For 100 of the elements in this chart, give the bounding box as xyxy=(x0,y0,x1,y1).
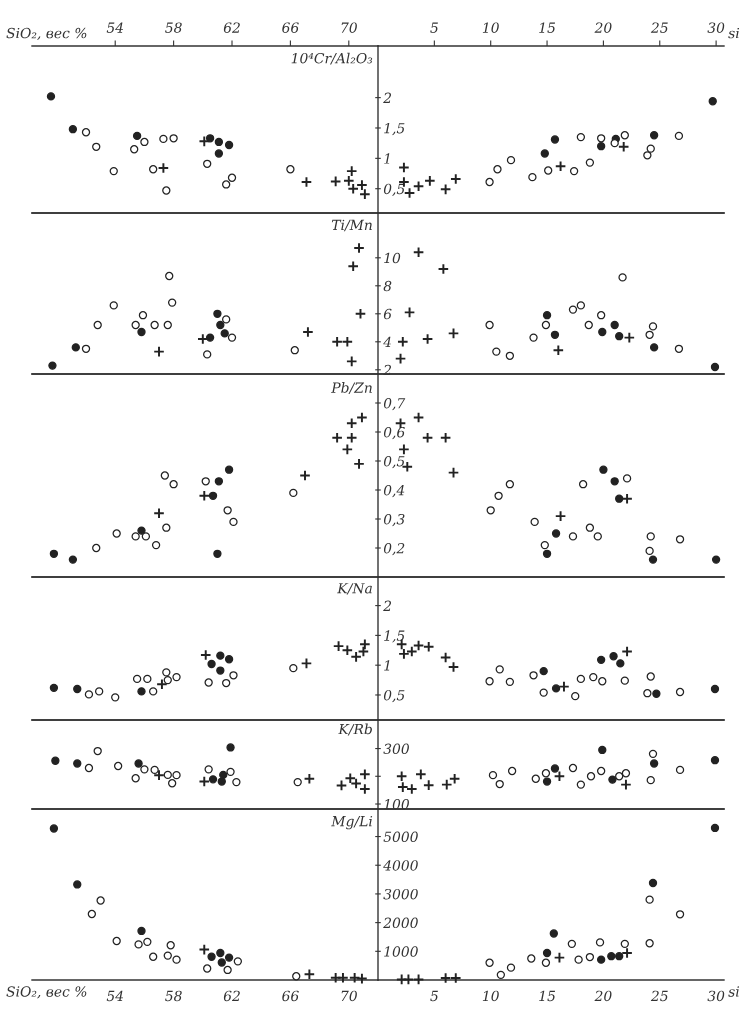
point xyxy=(140,765,149,774)
y-tick-label: 2 xyxy=(383,92,392,103)
point xyxy=(345,432,358,444)
point xyxy=(216,651,225,660)
point xyxy=(607,952,616,961)
point xyxy=(596,142,606,151)
point xyxy=(140,137,149,147)
point xyxy=(488,771,498,780)
point xyxy=(599,465,608,474)
point xyxy=(648,322,658,331)
x-axis-title: si xyxy=(728,986,740,997)
point xyxy=(204,678,213,687)
y-tick-label: 4000 xyxy=(383,860,418,871)
point xyxy=(292,972,301,981)
point xyxy=(539,666,548,676)
point xyxy=(485,677,494,686)
point xyxy=(201,477,210,486)
point xyxy=(648,555,658,564)
y-tick-label: 6 xyxy=(383,308,392,320)
point xyxy=(412,973,425,986)
point xyxy=(150,320,159,330)
point xyxy=(299,469,311,482)
y-tick-label: 2000 xyxy=(383,917,418,929)
y-tick-label: 1000 xyxy=(384,946,418,957)
y-tick-label: 1 xyxy=(384,660,390,671)
point xyxy=(350,777,362,790)
y-tick-label: 0,5 xyxy=(383,455,405,469)
point xyxy=(542,948,552,958)
point xyxy=(216,666,225,675)
point xyxy=(347,260,359,272)
point xyxy=(165,271,174,281)
x-tick-label: 20 xyxy=(594,990,612,1002)
x-tick-label: 15 xyxy=(539,990,556,1002)
point xyxy=(356,972,368,985)
x-tick-label: 66 xyxy=(282,990,299,1002)
point xyxy=(415,768,427,781)
point xyxy=(290,346,299,355)
point xyxy=(674,344,684,353)
point xyxy=(96,896,105,905)
point xyxy=(49,824,59,833)
point xyxy=(157,162,170,174)
point xyxy=(554,510,567,522)
x-tick-label: 54 xyxy=(106,990,124,1002)
point xyxy=(335,779,348,792)
point xyxy=(226,767,235,777)
y-tick-label: 1,5 xyxy=(384,630,405,643)
point xyxy=(568,305,578,314)
point xyxy=(214,149,224,158)
point xyxy=(134,759,143,768)
point xyxy=(92,142,101,151)
point xyxy=(550,135,560,144)
point xyxy=(447,466,460,479)
point xyxy=(149,952,158,961)
y-tick-label: 0,7 xyxy=(383,397,406,411)
point xyxy=(356,411,368,424)
point xyxy=(645,546,654,556)
point xyxy=(229,517,238,527)
point xyxy=(646,144,655,153)
point xyxy=(710,756,720,765)
point xyxy=(492,347,501,356)
point xyxy=(345,165,358,177)
point xyxy=(584,320,593,330)
point xyxy=(648,878,658,888)
point xyxy=(345,355,358,368)
point xyxy=(204,765,213,774)
point xyxy=(232,777,241,787)
point xyxy=(341,443,354,456)
point xyxy=(622,474,632,483)
point xyxy=(289,663,298,673)
point xyxy=(46,92,56,101)
point xyxy=(596,955,606,964)
point xyxy=(167,779,177,788)
point xyxy=(214,137,224,147)
point xyxy=(540,149,549,158)
point xyxy=(81,344,91,353)
x-axis-title: si xyxy=(728,27,740,39)
point xyxy=(531,774,540,783)
x-tick-label: 58 xyxy=(165,990,182,1002)
point xyxy=(541,958,551,967)
point xyxy=(137,327,146,337)
y-tick-label: 0,3 xyxy=(383,513,405,527)
y-tick-label: 2 xyxy=(383,364,392,376)
point xyxy=(595,938,605,947)
point xyxy=(159,134,168,144)
point xyxy=(359,783,371,795)
point xyxy=(207,659,216,669)
y-axis-title: K/Rb xyxy=(338,723,372,736)
point xyxy=(198,775,211,788)
point xyxy=(596,655,606,664)
point xyxy=(356,179,368,191)
point xyxy=(207,952,216,961)
point xyxy=(576,132,586,142)
point xyxy=(610,320,619,330)
point xyxy=(169,480,178,489)
point xyxy=(203,350,212,359)
x-tick-label: 58 xyxy=(165,22,182,33)
point xyxy=(217,958,226,967)
point xyxy=(645,939,654,948)
point xyxy=(550,330,560,339)
point xyxy=(163,951,172,960)
